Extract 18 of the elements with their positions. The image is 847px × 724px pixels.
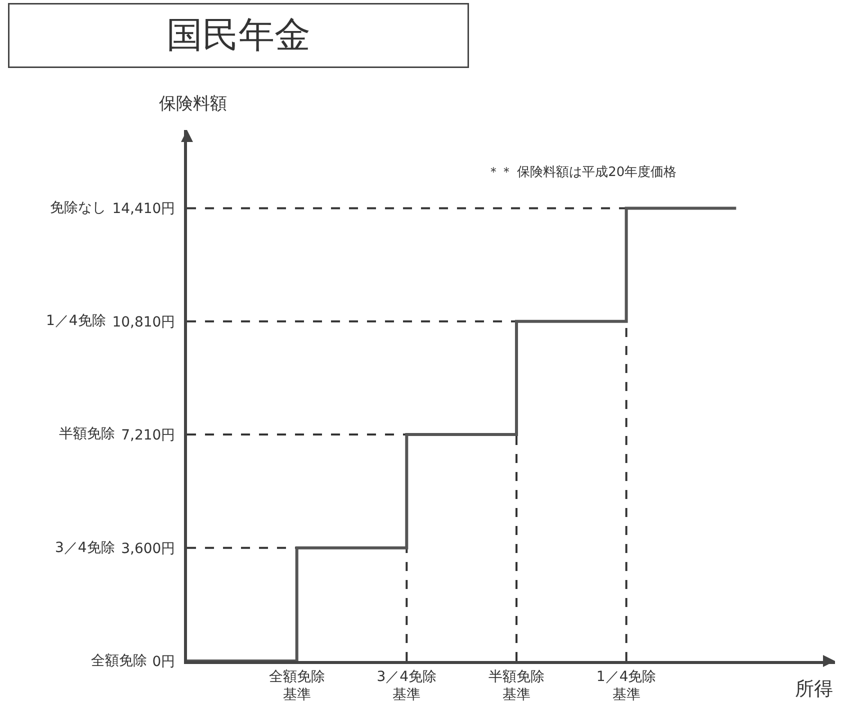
text: 全額免除 xyxy=(91,653,147,669)
annotation: ＊＊ 保険料額は平成20年度価格 xyxy=(487,164,677,180)
y-tick-label: 10,810円 xyxy=(112,314,176,330)
y-axis-title: 保険料額 xyxy=(159,94,227,114)
text: 3／4免除 xyxy=(55,540,115,556)
y-tick-label: 0円 xyxy=(152,654,176,670)
x-tick-label: 全額免除基準 xyxy=(268,668,325,703)
x-tick-label: 半額免除基準 xyxy=(488,668,544,703)
chart-title: 国民年金 xyxy=(166,15,310,56)
y-tick-label: 3,600円 xyxy=(121,540,176,557)
x-axis-title: 所得 xyxy=(795,678,833,700)
x-tick-label: 3／4免除基準 xyxy=(376,668,437,703)
y-tick-label: 7,210円 xyxy=(121,427,176,444)
text: 1／4免除 xyxy=(46,313,106,329)
y-tick-label: 14,410円 xyxy=(112,201,176,218)
text: 免除なし xyxy=(50,200,106,216)
text: 半額免除 xyxy=(59,426,115,442)
x-tick-label: 1／4免除基準 xyxy=(596,668,656,703)
